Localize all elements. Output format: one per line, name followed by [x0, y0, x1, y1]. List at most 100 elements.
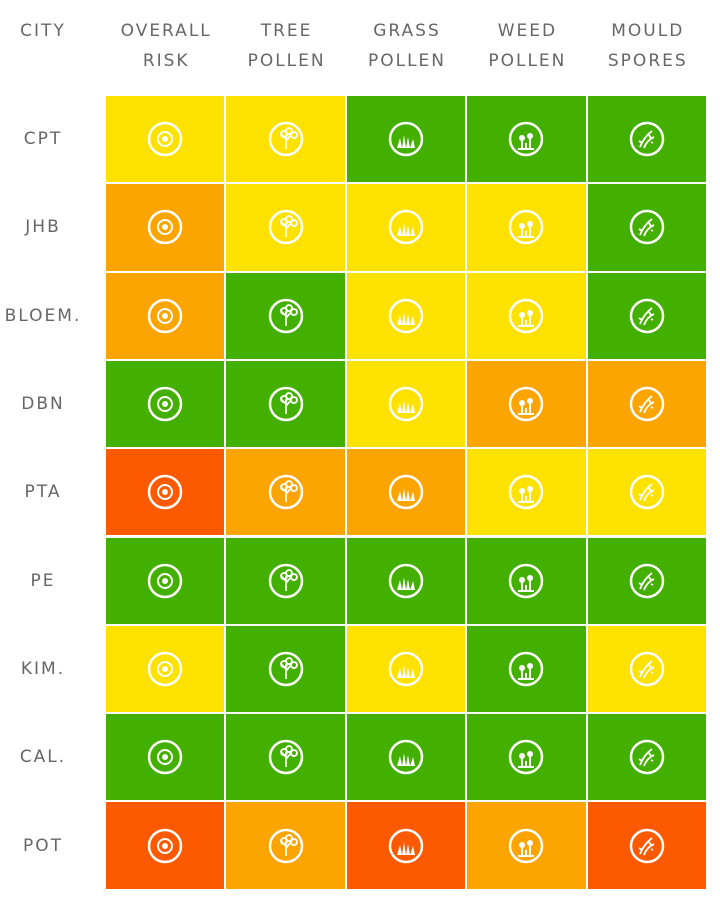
risk-cell	[106, 625, 225, 713]
risk-icon	[388, 739, 424, 775]
column-header: CITY	[20, 21, 66, 41]
risk-cell	[346, 184, 466, 271]
risk-cell	[467, 360, 586, 448]
risk-cell	[587, 360, 706, 448]
risk-icon	[629, 651, 665, 687]
risk-cell	[106, 537, 225, 624]
risk-icon	[629, 298, 665, 333]
risk-cell	[587, 537, 706, 624]
risk-cell	[467, 537, 586, 624]
risk-icon	[629, 210, 665, 245]
risk-cell	[587, 184, 706, 271]
risk-icon	[388, 121, 424, 157]
risk-cell	[106, 272, 225, 359]
risk-icon	[388, 828, 424, 863]
column-header: TREE POLLEN	[247, 21, 326, 71]
risk-icon	[388, 210, 424, 245]
risk-icon	[509, 828, 544, 863]
risk-cell	[467, 625, 586, 713]
risk-cell	[106, 96, 225, 183]
city-label: CPT	[23, 129, 63, 150]
risk-cell	[587, 449, 706, 536]
risk-cell	[467, 96, 586, 183]
risk-cell	[346, 625, 466, 713]
risk-cell	[346, 96, 466, 183]
risk-cell	[226, 184, 345, 271]
risk-cell	[587, 625, 706, 713]
risk-icon	[388, 651, 424, 687]
risk-cell	[226, 537, 345, 624]
risk-cell	[346, 360, 466, 448]
risk-icon	[268, 210, 303, 245]
risk-icon	[509, 475, 544, 510]
risk-icon	[629, 121, 665, 157]
column-header: OVERALL RISK	[120, 21, 212, 71]
column-header: MOULD SPORES	[607, 21, 688, 71]
risk-cell	[467, 714, 586, 801]
risk-cell	[587, 714, 706, 801]
risk-icon	[268, 828, 303, 863]
risk-icon	[147, 651, 183, 687]
city-label: PTA	[24, 482, 62, 503]
risk-icon	[388, 386, 424, 422]
risk-icon	[268, 563, 303, 598]
risk-cell	[226, 625, 345, 713]
risk-icon	[509, 210, 544, 245]
risk-icon	[629, 386, 665, 422]
risk-cell	[226, 96, 345, 183]
column-header: GRASS POLLEN	[367, 21, 447, 71]
risk-icon	[629, 828, 665, 863]
risk-icon	[147, 210, 183, 245]
risk-cell	[467, 272, 586, 359]
risk-icon	[147, 563, 183, 598]
risk-cell	[467, 802, 586, 889]
risk-icon	[509, 386, 544, 422]
risk-cell	[106, 360, 225, 448]
column-header: WEED POLLEN	[488, 21, 567, 71]
city-label: POT	[22, 835, 64, 856]
risk-icon	[388, 563, 424, 598]
risk-cell	[226, 272, 345, 359]
risk-icon	[268, 651, 303, 687]
risk-icon	[629, 739, 665, 775]
city-label: KIM.	[20, 658, 66, 679]
risk-cell	[346, 802, 466, 889]
risk-icon	[147, 121, 183, 157]
risk-cell	[467, 449, 586, 536]
risk-icon	[509, 298, 544, 333]
city-label: CAL.	[19, 747, 67, 768]
risk-icon	[147, 828, 183, 863]
risk-icon	[268, 739, 303, 775]
city-label: JHB	[25, 217, 61, 238]
risk-cell	[226, 360, 345, 448]
risk-icon	[268, 298, 303, 333]
risk-icon	[268, 386, 303, 422]
risk-icon	[388, 298, 424, 333]
risk-cell	[346, 449, 466, 536]
risk-cell	[106, 449, 225, 536]
risk-cell	[106, 802, 225, 889]
risk-icon	[509, 563, 544, 598]
risk-icon	[388, 475, 424, 510]
risk-icon	[147, 475, 183, 510]
risk-icon	[268, 121, 303, 157]
risk-cell	[587, 802, 706, 889]
risk-cell	[106, 714, 225, 801]
risk-cell	[467, 184, 586, 271]
risk-cell	[226, 449, 345, 536]
risk-cell	[587, 96, 706, 183]
risk-cell	[346, 714, 466, 801]
risk-icon	[509, 739, 544, 775]
risk-icon	[509, 121, 544, 157]
risk-icon	[147, 739, 183, 775]
risk-cell	[346, 272, 466, 359]
city-label: BLOEM.	[4, 305, 82, 326]
risk-icon	[629, 563, 665, 598]
risk-cell	[346, 537, 466, 624]
risk-icon	[147, 298, 183, 333]
risk-icon	[268, 475, 303, 510]
city-label: DBN	[21, 394, 65, 415]
city-label: PE	[30, 570, 56, 591]
risk-icon	[147, 386, 183, 422]
